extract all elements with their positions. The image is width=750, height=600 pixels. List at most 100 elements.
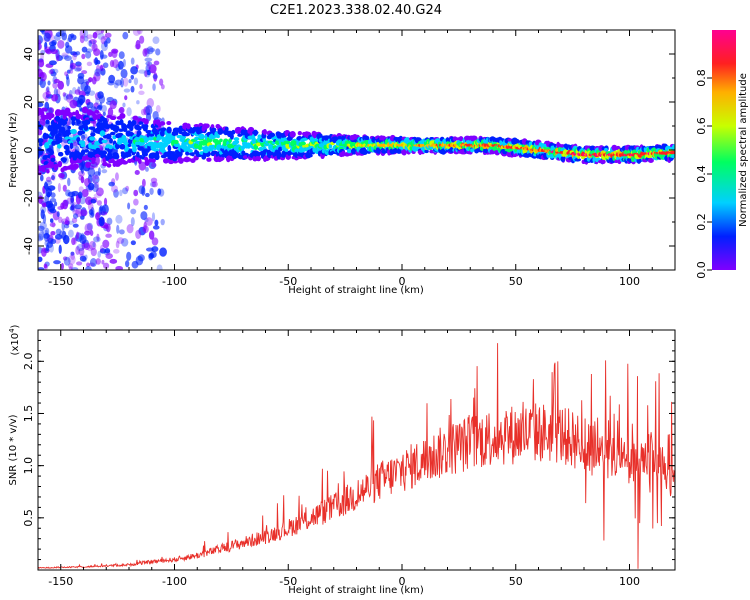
heatmap-cell [301,137,308,141]
heatmap-cell [84,230,91,236]
heatmap-cell [48,107,55,114]
heatmap-cell [116,159,121,164]
heatmap-cell [300,141,306,146]
heatmap-cell [62,234,70,245]
heatmap-cell [45,227,50,236]
heatmap-cell [90,198,97,204]
heatmap-cell [78,94,86,104]
heatmap-cell [115,125,120,131]
heatmap-cell [152,74,158,80]
heatmap-cell [202,148,209,154]
heatmap-cell [69,99,78,109]
heatmap-cell [139,83,143,90]
heatmap-cell [147,141,155,146]
snr-y-tick-label: 1.5 [22,405,35,423]
heatmap-cell [87,182,95,191]
heatmap-cell [194,136,200,141]
heatmap-cell [65,129,72,136]
heatmap-cell [118,128,124,132]
heatmap-cell [59,30,66,37]
snr-x-tick-label: 0 [399,575,406,588]
heatmap-cell [61,221,65,231]
heatmap-cell [401,149,407,156]
heatmap-cell [159,121,166,126]
heatmap-cell [123,77,129,87]
heatmap-cell [611,144,618,151]
heatmap-cell [72,223,79,228]
heatmap-cell [126,251,132,261]
heatmap-cell [81,188,89,198]
heatmap-cell [61,52,69,58]
heatmap-cell [604,147,608,152]
heatmap-cell [70,197,75,208]
heatmap-cell [53,78,60,84]
heatmap-cell [145,105,153,116]
heatmap-cell [61,120,68,125]
heatmap-cell [99,102,103,111]
heatmap-cell [130,57,135,65]
heatmap-cell [120,68,128,79]
heatmap-cell [86,262,90,268]
heatmap-cell [96,200,102,206]
heatmap-cell [148,253,154,261]
heatmap-cell [121,237,129,247]
heatmap-cell [152,36,160,44]
heatmap-cell [83,30,89,38]
snr-y-multiplier: (x104) [8,324,21,355]
heatmap-cell [211,127,217,132]
heatmap-cell [118,229,125,235]
heatmap-cell [144,124,149,128]
heatmap-cell [197,144,203,151]
heatmap-cell [75,113,82,120]
heatmap-cell [90,247,97,257]
heatmap-cell [97,32,105,40]
heatmap-cell [119,189,123,197]
heatmap-cell [156,264,163,270]
heatmap-cell [49,197,57,203]
spectrogram-y-axis-label: Frequency (Hz) [8,112,19,188]
heatmap-cell [256,142,261,147]
heatmap-cell [55,32,62,37]
heatmap-cell [101,139,108,144]
heatmap-cell [306,153,313,158]
heatmap-cell [95,187,104,197]
snr-x-tick-label: -100 [162,575,187,588]
snr-panel: -150 -100 -50 0 50 100 0.5 1.0 1.5 2.0 Height of… [8,324,676,596]
heatmap-cell [67,191,76,198]
snr-x-axis-label: Height of straight line (km) [288,585,424,596]
spectrogram-x-tick-label: -100 [162,275,187,288]
heatmap-cell [112,152,119,158]
spectrogram-x-tick-label: -50 [279,275,297,288]
heatmap-cell [119,120,124,125]
heatmap-cell [97,91,104,99]
heatmap-cell [186,123,191,130]
heatmap-cell [38,42,42,51]
heatmap-cell [237,133,243,137]
heatmap-cell [124,95,128,101]
heatmap-cell [57,143,62,149]
heatmap-cell [91,76,97,85]
heatmap-cell [101,259,105,265]
heatmap-cell [255,155,262,162]
heatmap-cell [167,145,172,152]
heatmap-cell [87,167,96,177]
heatmap-cell [94,155,100,166]
heatmap-cell [112,59,119,69]
heatmap-cell [75,64,83,72]
heatmap-cell [363,149,368,154]
heatmap-cell [70,251,75,256]
heatmap-cell [44,142,50,149]
heatmap-cell [289,131,296,138]
heatmap-cell [122,126,128,132]
heatmap-cell [121,160,129,165]
heatmap-cell [49,41,57,52]
spectrogram-cells [38,30,675,270]
heatmap-cell [130,240,136,246]
heatmap-cell [45,244,50,252]
heatmap-cell [231,129,236,135]
heatmap-cell [109,258,118,264]
heatmap-cell [100,68,106,76]
heatmap-cell [67,177,71,187]
heatmap-cell [38,233,44,242]
